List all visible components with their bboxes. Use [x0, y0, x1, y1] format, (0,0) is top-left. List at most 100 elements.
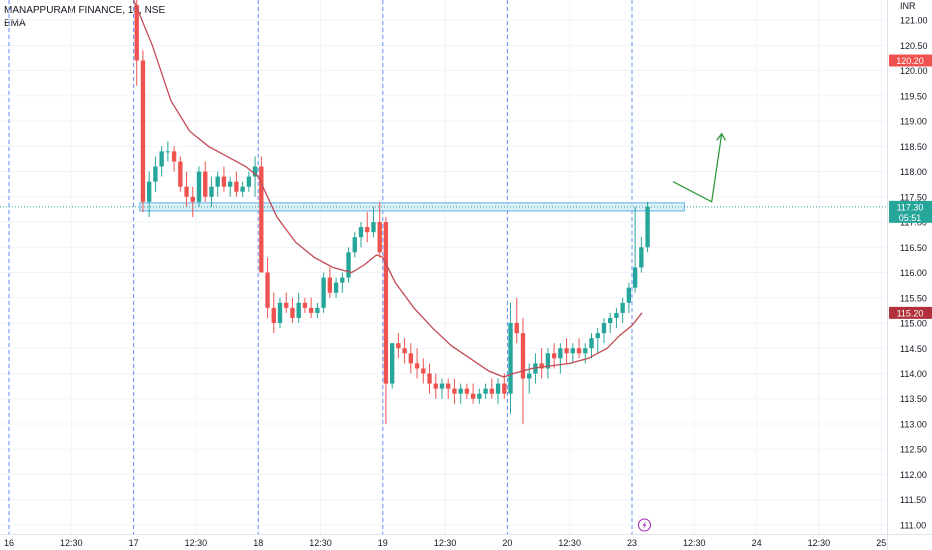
symbol-title[interactable]: MANAPPURAM FINANCE, 15, NSE [4, 5, 166, 16]
candle[interactable] [576, 338, 582, 359]
candle[interactable] [632, 206, 638, 293]
candle[interactable] [620, 297, 625, 324]
candle[interactable] [252, 156, 258, 197]
candle[interactable] [502, 373, 507, 399]
candle[interactable] [489, 378, 495, 399]
candle[interactable] [545, 348, 551, 379]
candle[interactable] [146, 171, 152, 217]
price-badge-label: 117.30 [897, 202, 924, 212]
ema-line[interactable] [132, 0, 643, 378]
candle[interactable] [371, 206, 376, 238]
candle[interactable] [483, 383, 488, 399]
candle[interactable] [377, 201, 382, 258]
candle[interactable] [508, 302, 513, 414]
flash-icon[interactable] [637, 518, 651, 532]
candle[interactable] [446, 378, 451, 399]
candle[interactable] [190, 186, 195, 217]
candle[interactable] [352, 232, 357, 258]
candle[interactable] [601, 317, 607, 344]
price-axis[interactable]: INR 111.00 111.50 112.00 112.50 113.00 113.50 1… [887, 0, 928, 550]
candle[interactable] [178, 156, 183, 192]
candle[interactable] [495, 378, 501, 404]
candle[interactable] [315, 302, 320, 318]
indicator-label[interactable]: EMA [4, 18, 26, 29]
currency-label: INR [900, 1, 916, 11]
candle[interactable] [227, 176, 233, 197]
candle[interactable] [346, 247, 351, 283]
candle[interactable] [639, 237, 644, 273]
candle[interactable] [427, 363, 432, 394]
candle[interactable] [645, 201, 650, 253]
candle[interactable] [240, 181, 245, 197]
candle[interactable] [558, 343, 563, 374]
candle[interactable] [402, 338, 407, 364]
candle[interactable] [433, 373, 438, 399]
candle[interactable] [365, 211, 370, 243]
candle[interactable] [203, 161, 208, 202]
candle[interactable] [570, 343, 575, 364]
candle[interactable] [184, 171, 189, 207]
arrow-head[interactable] [716, 132, 726, 141]
candles[interactable] [134, 0, 650, 424]
candle[interactable] [140, 50, 146, 212]
candle[interactable] [470, 383, 476, 404]
time-axis[interactable]: 16 12:30 17 12:30 18 12:30 19 12:30 20 12:30 23 12:… [0, 534, 932, 549]
candle[interactable] [171, 146, 177, 172]
candle[interactable] [608, 312, 613, 334]
candle[interactable] [165, 141, 171, 162]
candle[interactable] [277, 297, 283, 329]
candle[interactable] [595, 328, 600, 354]
candle[interactable] [614, 307, 619, 329]
candle[interactable] [389, 343, 395, 389]
candle[interactable] [209, 176, 214, 207]
support-zone[interactable] [139, 202, 685, 212]
candle[interactable] [296, 292, 301, 324]
candle[interactable] [246, 171, 252, 192]
candle[interactable] [564, 338, 569, 364]
candle[interactable] [439, 378, 445, 399]
time-tick-label: 16 [4, 538, 14, 548]
candle[interactable] [302, 297, 308, 313]
candle[interactable] [551, 343, 557, 369]
candle[interactable] [153, 156, 158, 192]
candle[interactable] [527, 363, 532, 394]
candle[interactable] [340, 272, 345, 293]
candle[interactable] [265, 257, 270, 318]
candle[interactable] [358, 222, 364, 248]
ema-polyline[interactable] [132, 0, 643, 378]
support-zone-rect[interactable] [139, 202, 685, 212]
projection-drawing[interactable] [672, 132, 726, 203]
candle[interactable] [159, 146, 164, 177]
candle[interactable] [458, 383, 463, 404]
candle[interactable] [408, 343, 414, 374]
candle[interactable] [271, 292, 276, 334]
candle[interactable] [327, 267, 333, 298]
candle[interactable] [421, 358, 426, 384]
candle[interactable] [221, 166, 227, 192]
candle[interactable] [414, 348, 420, 379]
candle[interactable] [514, 297, 519, 344]
candle[interactable] [626, 282, 632, 313]
candle[interactable] [396, 333, 401, 359]
candle[interactable] [215, 171, 220, 197]
candle[interactable] [321, 272, 326, 313]
candle[interactable] [134, 0, 139, 86]
candle[interactable] [583, 343, 588, 364]
candle[interactable] [234, 171, 239, 197]
candle[interactable] [477, 388, 482, 404]
candle[interactable] [196, 166, 202, 207]
candle-body [452, 388, 457, 394]
candle[interactable] [383, 216, 389, 424]
candle[interactable] [308, 297, 314, 318]
candle[interactable] [290, 297, 295, 324]
candle[interactable] [539, 348, 544, 379]
candle[interactable] [589, 333, 594, 359]
candle[interactable] [284, 292, 289, 313]
candle[interactable] [464, 383, 470, 399]
candle[interactable] [452, 378, 457, 404]
projection-path[interactable] [672, 133, 723, 203]
candle[interactable] [333, 277, 339, 298]
candle[interactable] [259, 156, 264, 273]
